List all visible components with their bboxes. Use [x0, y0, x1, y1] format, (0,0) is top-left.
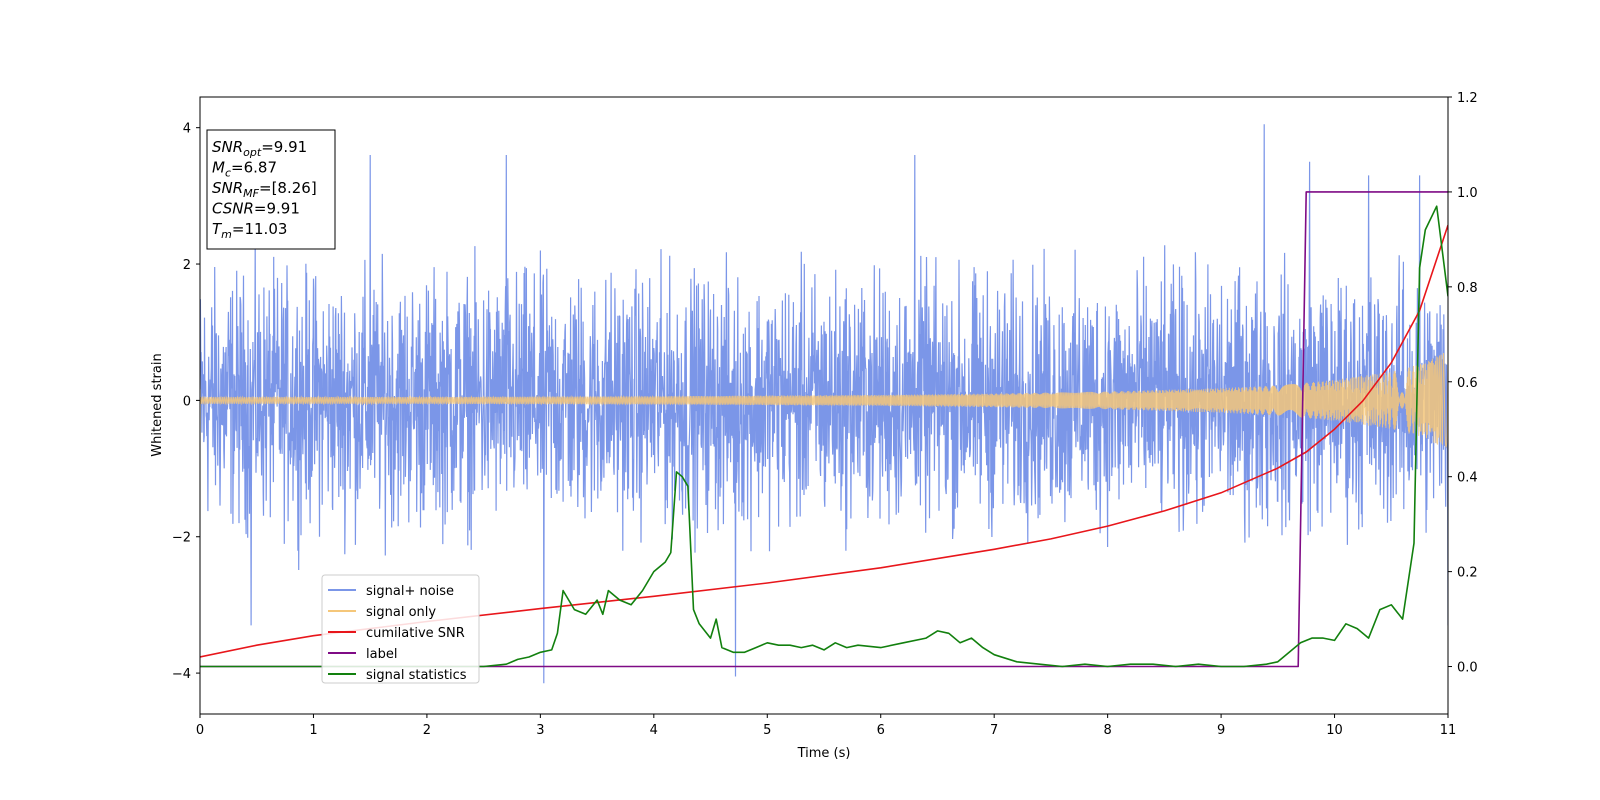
annotation-frame — [206, 129, 336, 250]
y2-tick-label: 0.2 — [1457, 566, 1478, 581]
x-tick-label: 0 — [196, 723, 204, 738]
x-tick-label: 5 — [763, 723, 771, 738]
x-tick-label: 3 — [536, 723, 544, 738]
x-tick-label: 8 — [1103, 723, 1111, 738]
x-axis-ticks: 0 1 2 3 4 5 6 7 8 9 10 11 — [196, 714, 1456, 738]
y-tick-label: 4 — [183, 122, 191, 137]
annotation-line: Tm=11.03 — [212, 220, 287, 241]
annotation-line: SNRMF=[8.26] — [212, 179, 317, 200]
legend: signal+ noise signal only cumilative SNR la… — [321, 574, 480, 684]
y2-tick-label: 0.4 — [1457, 471, 1478, 486]
legend-entry: signal only — [366, 605, 436, 620]
legend-entry: signal+ noise — [366, 584, 454, 599]
annotation-line: SNRopt=9.91 — [212, 138, 307, 159]
y-axis-label: Whitened strain — [150, 353, 165, 456]
x-tick-label: 7 — [990, 723, 998, 738]
x-tick-label: 2 — [423, 723, 431, 738]
x-tick-label: 11 — [1440, 723, 1457, 738]
x-tick-label: 1 — [309, 723, 317, 738]
series-signal-only-line — [200, 352, 1448, 449]
y2-tick-label: 0.8 — [1457, 281, 1478, 296]
x-tick-label: 10 — [1326, 723, 1343, 738]
annotation-line: Mc=6.87 — [212, 159, 277, 180]
series-signal-statistics-line — [200, 205, 1448, 668]
legend-frame — [321, 574, 480, 684]
legend-entry: cumilative SNR — [366, 626, 465, 641]
y-tick-label: 0 — [183, 394, 191, 409]
legend-entry: signal statistics — [366, 668, 467, 683]
x-tick-label: 9 — [1217, 723, 1225, 738]
y-axis-ticks: −4 −2 0 2 4 — [172, 122, 200, 682]
x-tick-label: 6 — [877, 723, 885, 738]
y2-tick-label: 1.2 — [1457, 91, 1478, 106]
y2-tick-label: 0.6 — [1457, 376, 1478, 391]
legend-entry: label — [366, 647, 397, 662]
annotation-line: CSNR=9.91 — [212, 200, 300, 218]
x-tick-label: 4 — [650, 723, 658, 738]
plot-frame — [199, 96, 1449, 715]
x-axis-label: Time (s) — [797, 746, 851, 761]
y-tick-label: −2 — [172, 531, 191, 546]
y-tick-label: 2 — [183, 258, 191, 273]
y-tick-label: −4 — [172, 667, 191, 682]
series-label-line — [200, 191, 1448, 668]
y2-tick-label: 1.0 — [1457, 186, 1478, 201]
y2-tick-label: 0.0 — [1457, 661, 1478, 676]
y2-axis-ticks: 0.0 0.2 0.4 0.6 0.8 1.0 1.2 — [1448, 91, 1478, 676]
